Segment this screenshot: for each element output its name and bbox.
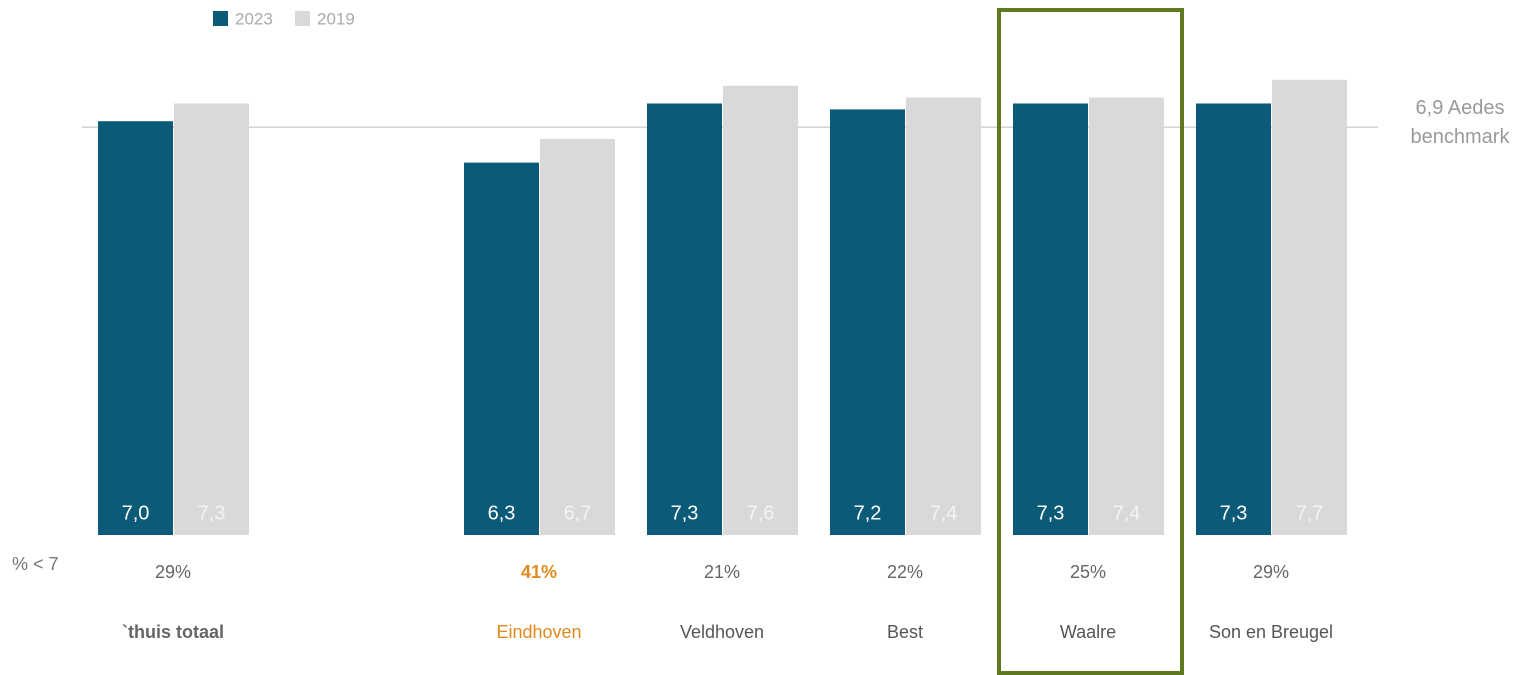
legend-swatch — [213, 11, 228, 26]
bar — [98, 121, 173, 535]
bar — [1013, 103, 1088, 535]
pct-label: 29% — [155, 562, 191, 582]
category-label: Best — [887, 622, 923, 642]
bar — [1089, 97, 1164, 536]
bar — [723, 85, 798, 535]
value-label: 7,7 — [1296, 502, 1324, 524]
bar — [540, 138, 615, 535]
category-label: Veldhoven — [680, 622, 764, 642]
bar — [1272, 79, 1347, 535]
benchmark-label: 6,9 Aedes benchmark — [1410, 97, 1510, 148]
value-label: 7,3 — [1037, 502, 1065, 524]
value-label: 6,7 — [564, 502, 592, 524]
value-label: 7,4 — [930, 502, 958, 524]
bar — [906, 97, 981, 536]
pct-label: 21% — [704, 562, 740, 582]
pct-label: 29% — [1253, 562, 1289, 582]
bar — [647, 103, 722, 535]
row-label: % < 7 — [12, 554, 59, 574]
pct-label: 22% — [887, 562, 923, 582]
value-label: 7,4 — [1113, 502, 1141, 524]
pct-label: 41% — [521, 562, 557, 582]
value-label: 7,3 — [198, 502, 226, 524]
bar — [464, 162, 539, 535]
legend-label: 2019 — [317, 9, 355, 28]
bar — [174, 103, 249, 535]
value-label: 6,3 — [488, 502, 516, 524]
category-label: `thuis totaal — [122, 622, 224, 642]
legend-label: 2023 — [235, 9, 273, 28]
category-label: Eindhoven — [496, 622, 581, 642]
bar — [830, 109, 905, 536]
category-label: Son en Breugel — [1209, 622, 1333, 642]
value-label: 7,6 — [747, 502, 775, 524]
value-label: 7,3 — [671, 502, 699, 524]
pct-label: 25% — [1070, 562, 1106, 582]
value-label: 7,0 — [122, 502, 150, 524]
bar — [1196, 103, 1271, 535]
highlight-box — [997, 8, 1184, 675]
legend-swatch — [295, 11, 310, 26]
value-label: 7,2 — [854, 502, 882, 524]
value-label: 7,3 — [1220, 502, 1248, 524]
category-label: Waalre — [1060, 622, 1116, 642]
